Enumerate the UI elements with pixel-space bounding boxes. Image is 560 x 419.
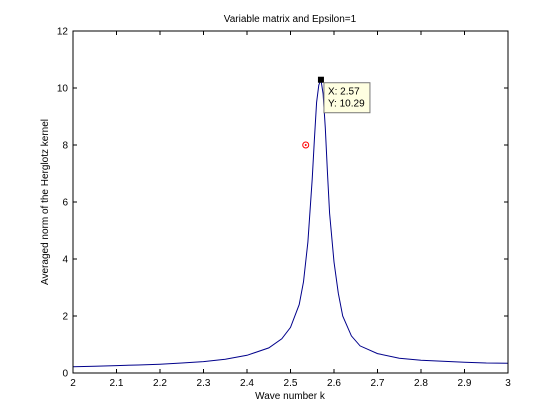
datatip-y-text: Y: 10.29 bbox=[328, 99, 365, 110]
markers-group bbox=[302, 76, 324, 149]
x-tick-label: 2.6 bbox=[327, 378, 341, 389]
datatip-box bbox=[323, 82, 371, 114]
x-tick-label: 2.9 bbox=[458, 378, 472, 389]
x-tick-label: 2.1 bbox=[110, 378, 124, 389]
y-tick-label: 8 bbox=[62, 141, 68, 152]
x-axis-label: Wave number k bbox=[255, 391, 326, 402]
y-tick-label: 0 bbox=[62, 369, 68, 380]
datatip-marker[interactable] bbox=[317, 76, 324, 83]
x-tick-label: 2.2 bbox=[153, 378, 167, 389]
point-marker bbox=[302, 141, 310, 149]
y-tick-label: 6 bbox=[62, 198, 68, 209]
chart-title: Variable matrix and Epsilon=1 bbox=[224, 14, 357, 25]
plot-area bbox=[73, 31, 508, 373]
x-tick-label: 3 bbox=[505, 378, 511, 389]
point-marker-dot bbox=[304, 144, 307, 146]
series-line bbox=[72, 77, 509, 368]
x-tick-label: 2.4 bbox=[240, 378, 254, 389]
y-tick-label: 4 bbox=[62, 255, 68, 266]
x-tick-label: 2.8 bbox=[414, 378, 428, 389]
y-tick-label: 2 bbox=[62, 312, 68, 323]
datatip-x-text: X: 2.57 bbox=[328, 87, 360, 98]
x-tick-label: 2.7 bbox=[371, 378, 385, 389]
x-tick-label: 2.3 bbox=[197, 378, 211, 389]
datatip[interactable]: X: 2.57Y: 10.29 bbox=[323, 82, 371, 114]
x-tick-label: 2 bbox=[70, 378, 76, 389]
y-axis-label: Averaged norm of the Herglotz kernel bbox=[40, 119, 51, 285]
x-tick-label: 2.5 bbox=[284, 378, 298, 389]
y-tick-label: 10 bbox=[57, 84, 69, 95]
y-tick-label: 12 bbox=[57, 27, 69, 38]
series-group bbox=[72, 77, 509, 368]
